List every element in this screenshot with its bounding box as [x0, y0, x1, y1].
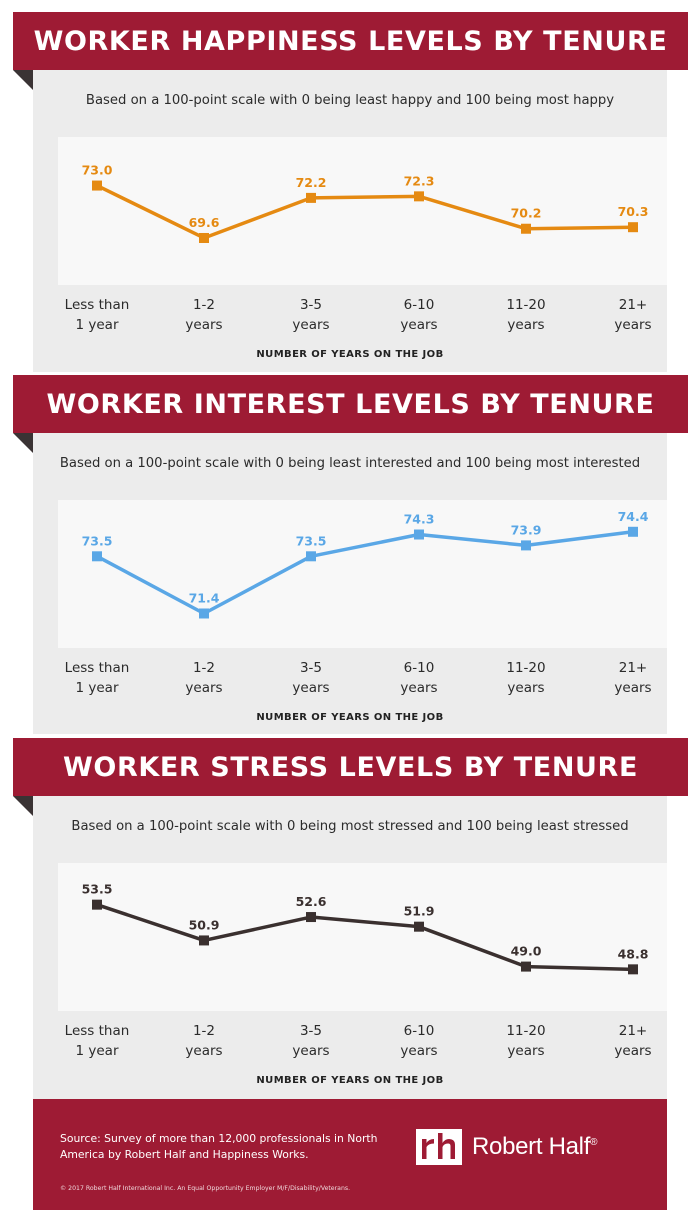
- happiness-banner: WORKER HAPPINESS LEVELS BY TENURE: [13, 12, 688, 70]
- stress-data-point-4: [414, 921, 424, 932]
- stress-data-point-5: [521, 961, 531, 972]
- interest-x-ticks: Less than 1 year 1-2 years 3-5 years 6-10 ye…: [33, 658, 667, 702]
- tick-label-6-10-years: 6-10 years: [400, 660, 438, 696]
- tick-label-11-20-years: 11-20 years: [506, 660, 546, 696]
- interest-data-label-6: 74.4: [618, 509, 649, 524]
- source-note: Source: Survey of more than 12,000 profe…: [60, 1132, 378, 1161]
- tick-label-3-5-years: 3-5 years: [292, 297, 330, 333]
- tick-label-11-20-years: 11-20 years: [506, 297, 546, 333]
- interest-banner-fold: [13, 433, 33, 453]
- happiness-title: WORKER HAPPINESS LEVELS BY TENURE: [33, 26, 668, 57]
- stress-data-label-1: 53.5: [82, 882, 113, 897]
- interest-data-point-2: [199, 608, 209, 619]
- happiness-plot-area: 73.0 69.6 72.2 72.3 70.2 70.3: [58, 137, 667, 285]
- interest-title: WORKER INTEREST LEVELS BY TENURE: [46, 389, 655, 420]
- tick-label-3-5-years: 3-5 years: [292, 660, 330, 696]
- stress-subtitle: Based on a 100-point scale with 0 being …: [71, 819, 629, 834]
- happiness-data-label-6: 70.3: [618, 204, 649, 219]
- interest-series-line: [96, 530, 634, 616]
- interest-data-point-6: [628, 526, 638, 537]
- stress-data-point-6: [628, 964, 638, 975]
- stress-data-point-3: [306, 912, 316, 923]
- copyright-note: © 2017 Robert Half International Inc. An…: [60, 1185, 351, 1192]
- interest-data-label-4: 74.3: [404, 512, 435, 527]
- stress-title: WORKER STRESS LEVELS BY TENURE: [63, 752, 638, 783]
- interest-data-point-3: [306, 551, 316, 562]
- tick-label-1-2-years: 1-2 years: [185, 660, 223, 696]
- happiness-data-label-3: 72.2: [296, 175, 327, 190]
- interest-data-label-3: 73.5: [296, 533, 327, 548]
- footer: Source: Survey of more than 12,000 profe…: [33, 1099, 667, 1210]
- happiness-data-label-4: 72.3: [404, 173, 435, 188]
- stress-data-label-3: 52.6: [296, 894, 327, 909]
- stress-data-label-6: 48.8: [618, 946, 649, 961]
- logo-wordmark: Robert Half®: [472, 1133, 598, 1160]
- interest-data-point-1: [92, 551, 102, 562]
- interest-data-point-4: [414, 529, 424, 540]
- stress-series-line: [96, 902, 634, 972]
- stress-x-ticks: Less than 1 year 1-2 years 3-5 years 6-10 ye…: [33, 1021, 667, 1065]
- tick-label-21-plus-years: 21+ years: [614, 1023, 652, 1059]
- happiness-x-ticks: Less than 1 year 1-2 years 3-5 years 6-10 ye…: [33, 295, 667, 339]
- interest-plot-area: 73.5 71.4 73.5 74.3 73.9 74.4: [58, 500, 667, 648]
- tick-label-less-than-1-year: Less than 1 year: [64, 1023, 130, 1059]
- happiness-data-point-1: [92, 180, 102, 191]
- happiness-subtitle: Based on a 100-point scale with 0 being …: [85, 93, 615, 108]
- stress-data-point-2: [199, 935, 209, 946]
- happiness-data-label-5: 70.2: [511, 206, 542, 221]
- stress-data-label-2: 50.9: [189, 917, 220, 932]
- stress-data-point-1: [92, 899, 102, 910]
- stress-banner: WORKER STRESS LEVELS BY TENURE: [13, 738, 688, 796]
- happiness-banner-fold: [13, 70, 33, 90]
- happiness-series-line: [96, 183, 634, 240]
- interest-data-point-5: [521, 540, 531, 551]
- happiness-data-point-5: [521, 223, 531, 234]
- interest-data-label-1: 73.5: [82, 533, 113, 548]
- interest-line-chart: 73.5 71.4 73.5 74.3 73.9 74.4: [82, 509, 649, 619]
- tick-label-11-20-years: 11-20 years: [506, 1023, 546, 1059]
- robert-half-logo: Robert Half®: [416, 1129, 666, 1165]
- tick-label-6-10-years: 6-10 years: [400, 1023, 438, 1059]
- stress-x-axis-label: NUMBER OF YEARS ON THE JOB: [256, 1075, 444, 1086]
- happiness-data-point-3: [306, 192, 316, 203]
- stress-data-label-5: 49.0: [511, 944, 542, 959]
- stress-plot-area: 53.5 50.9 52.6 51.9 49.0 48.8: [58, 863, 667, 1011]
- tick-label-1-2-years: 1-2 years: [185, 1023, 223, 1059]
- tick-label-21-plus-years: 21+ years: [614, 660, 652, 696]
- happiness-x-axis-label: NUMBER OF YEARS ON THE JOB: [256, 349, 444, 360]
- interest-x-axis-label: NUMBER OF YEARS ON THE JOB: [256, 712, 444, 723]
- tick-label-3-5-years: 3-5 years: [292, 1023, 330, 1059]
- interest-data-label-5: 73.9: [511, 522, 542, 537]
- happiness-line-chart: 73.0 69.6 72.2 72.3 70.2 70.3: [82, 163, 649, 243]
- rh-logo-icon: [416, 1129, 462, 1165]
- tick-label-6-10-years: 6-10 years: [400, 297, 438, 333]
- tick-label-less-than-1-year: Less than 1 year: [64, 297, 130, 333]
- tick-label-less-than-1-year: Less than 1 year: [64, 660, 130, 696]
- happiness-data-point-6: [628, 222, 638, 233]
- interest-banner: WORKER INTEREST LEVELS BY TENURE: [13, 375, 688, 433]
- happiness-data-label-1: 73.0: [82, 163, 113, 178]
- stress-line-chart: 53.5 50.9 52.6 51.9 49.0 48.8: [82, 882, 649, 975]
- tick-label-21-plus-years: 21+ years: [614, 297, 652, 333]
- happiness-data-point-4: [414, 191, 424, 202]
- happiness-data-point-2: [199, 232, 209, 243]
- interest-data-label-2: 71.4: [189, 590, 220, 605]
- happiness-data-label-2: 69.6: [189, 215, 220, 230]
- stress-banner-fold: [13, 796, 33, 816]
- interest-subtitle: Based on a 100-point scale with 0 being …: [59, 456, 641, 471]
- stress-data-label-4: 51.9: [404, 904, 435, 919]
- tick-label-1-2-years: 1-2 years: [185, 297, 223, 333]
